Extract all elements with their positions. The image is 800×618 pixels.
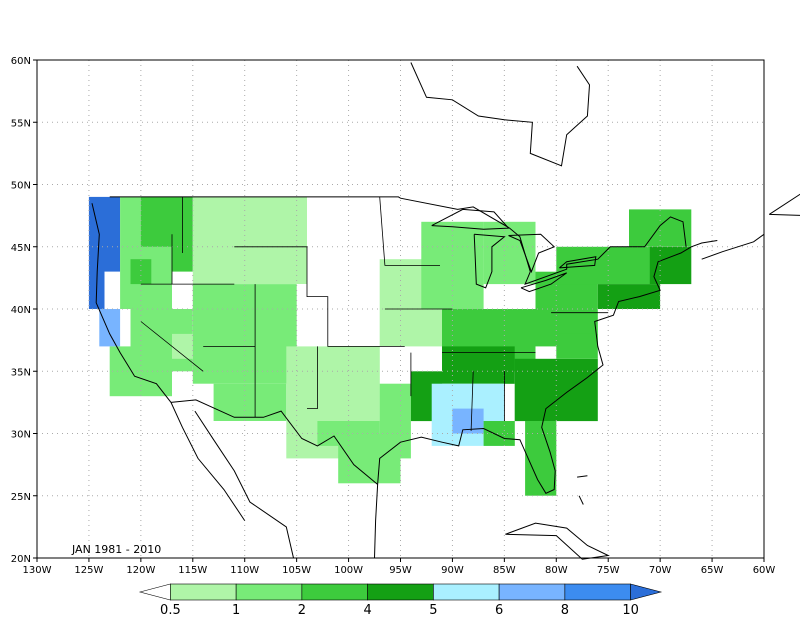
data-cell bbox=[140, 196, 173, 247]
coastline-segment bbox=[431, 208, 510, 230]
colorbar-label: 8 bbox=[561, 603, 569, 618]
x-tick-label: 125W bbox=[74, 565, 103, 576]
x-tick-label: 110W bbox=[230, 565, 259, 576]
colorbar-swatch bbox=[433, 583, 500, 601]
colorbar-label: 2 bbox=[298, 603, 306, 618]
colorbar-label: 10 bbox=[622, 603, 639, 618]
data-cell bbox=[525, 421, 557, 496]
x-tick-label: 130W bbox=[23, 565, 52, 576]
coastline-segment bbox=[505, 522, 610, 560]
data-cell bbox=[556, 333, 598, 359]
data-cell bbox=[130, 259, 152, 285]
data-cell bbox=[192, 196, 224, 284]
colorbar-label: 5 bbox=[429, 603, 437, 618]
y-tick-label: 20N bbox=[11, 554, 31, 565]
y-tick-label: 25N bbox=[11, 492, 31, 503]
graticule bbox=[37, 60, 764, 558]
y-tick-label: 40N bbox=[11, 305, 31, 316]
coastline-segment bbox=[194, 410, 294, 559]
y-tick-label: 45N bbox=[11, 243, 31, 254]
y-tick-label: 35N bbox=[11, 367, 31, 378]
colorbar-swatch bbox=[138, 583, 171, 601]
state-boundary bbox=[470, 371, 474, 432]
x-tick-label: 100W bbox=[334, 565, 363, 576]
data-cell bbox=[597, 284, 661, 309]
colorbar-label: 1 bbox=[232, 603, 240, 618]
x-tick-label: 90W bbox=[441, 565, 464, 576]
state-boundary bbox=[379, 196, 440, 266]
x-tick-label: 105W bbox=[282, 565, 311, 576]
coastline-segment bbox=[520, 272, 567, 293]
data-cell bbox=[514, 358, 598, 422]
state-boundary bbox=[140, 321, 204, 372]
coastline-segment bbox=[374, 240, 718, 559]
data-cell bbox=[307, 196, 380, 309]
colorbar-swatch bbox=[564, 583, 631, 601]
coastline-segment bbox=[91, 203, 246, 521]
data-cell bbox=[192, 284, 297, 384]
data-cell bbox=[172, 333, 193, 359]
coastline-segment bbox=[768, 193, 800, 216]
data-cell bbox=[109, 346, 172, 397]
colorbar-label: 6 bbox=[495, 603, 503, 618]
colorbar-swatch bbox=[630, 583, 663, 601]
y-tick-label: 60N bbox=[11, 56, 31, 67]
state-boundary bbox=[234, 246, 405, 347]
data-cell bbox=[99, 309, 121, 347]
data-cell bbox=[379, 383, 411, 459]
data-cell bbox=[88, 196, 105, 309]
period-label: JAN 1981 - 2010 bbox=[71, 543, 161, 556]
coastline-segment bbox=[109, 196, 687, 285]
data-cell bbox=[104, 196, 121, 272]
x-tick-label: 115W bbox=[178, 565, 207, 576]
x-tick-label: 95W bbox=[389, 565, 412, 576]
latitude-ticks: 20N 25N 30N 35N 40N 45N 50N 55N 60N bbox=[11, 56, 37, 565]
colorbar-swatch bbox=[367, 583, 434, 601]
coastline-segment bbox=[559, 256, 597, 269]
y-tick-label: 55N bbox=[11, 118, 31, 129]
colorbar-swatch bbox=[498, 583, 566, 601]
colorbar-swatch bbox=[170, 583, 237, 601]
x-tick-label: 120W bbox=[126, 565, 155, 576]
data-cell bbox=[483, 421, 515, 446]
x-tick-label: 65W bbox=[701, 565, 724, 576]
x-tick-label: 75W bbox=[597, 565, 620, 576]
x-tick-label: 60W bbox=[753, 565, 776, 576]
x-tick-label: 80W bbox=[545, 565, 568, 576]
coastline-segment bbox=[577, 475, 588, 478]
longitude-ticks: 130W 125W 120W 115W 110W 105W 100W 95W 90W 85W 80W… bbox=[23, 558, 776, 576]
data-cell bbox=[649, 246, 692, 285]
coastline-segment bbox=[170, 399, 379, 485]
coastline-segment bbox=[473, 233, 506, 289]
data-cell bbox=[223, 196, 307, 284]
coastline-segment bbox=[701, 233, 765, 260]
y-tick-label: 50N bbox=[11, 181, 31, 192]
colorbar-swatch bbox=[301, 583, 368, 601]
colorbar: 0.5 1 2 4 5 6 8 10 bbox=[138, 583, 663, 618]
data-cell bbox=[213, 383, 287, 421]
data-cell bbox=[629, 209, 692, 247]
x-tick-label: 70W bbox=[649, 565, 672, 576]
coastline-segment bbox=[410, 62, 591, 167]
colorbar-label: 0.5 bbox=[160, 603, 181, 618]
state-boundary bbox=[307, 346, 318, 409]
coastline-segment bbox=[508, 233, 556, 274]
y-tick-label: 30N bbox=[11, 430, 31, 441]
x-tick-label: 85W bbox=[493, 565, 516, 576]
coastline-segment bbox=[578, 495, 584, 505]
data-cell bbox=[483, 221, 536, 285]
colorbar-label: 4 bbox=[363, 603, 371, 618]
coastlines bbox=[91, 62, 800, 560]
colorbar-swatch bbox=[235, 583, 303, 601]
